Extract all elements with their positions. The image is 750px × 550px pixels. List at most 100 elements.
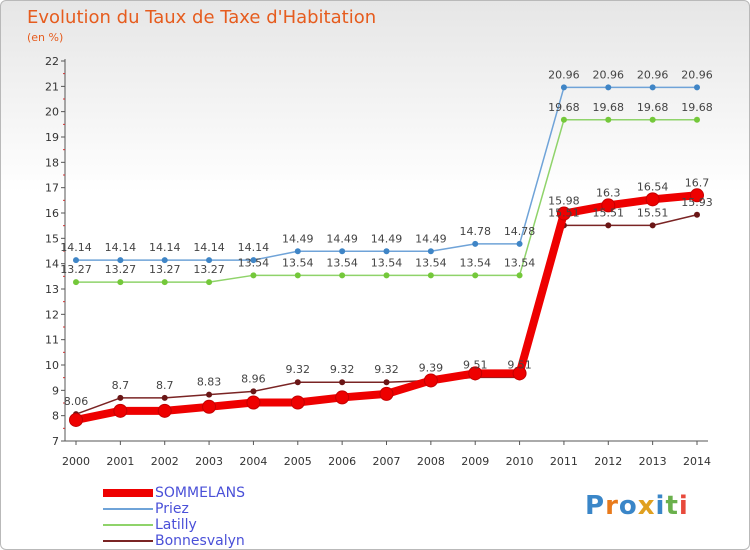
y-tick-label: 21 xyxy=(45,80,59,93)
data-point-priez xyxy=(649,84,656,91)
legend-label-priez: Priez xyxy=(155,501,189,517)
data-label-priez: 14.49 xyxy=(415,232,447,245)
data-label-priez: 14.14 xyxy=(238,241,270,254)
data-point-priez xyxy=(472,240,479,247)
data-label-sommelans: 16.54 xyxy=(637,180,669,193)
data-label-bonnesvalyn: 15.51 xyxy=(593,206,625,219)
data-point-priez xyxy=(250,257,257,264)
data-label-bonnesvalyn: 9.32 xyxy=(374,363,399,376)
y-tick-label: 12 xyxy=(45,308,59,321)
data-label-sommelans: 16.3 xyxy=(596,186,621,199)
x-tick-label: 2011 xyxy=(550,455,578,468)
series-layer xyxy=(69,84,704,427)
data-label-bonnesvalyn: 9.51 xyxy=(463,358,488,371)
data-point-sommelans xyxy=(512,366,527,381)
data-point-sommelans xyxy=(690,188,704,203)
y-tick-label: 15 xyxy=(45,232,59,245)
data-point-priez xyxy=(560,84,567,91)
data-label-bonnesvalyn: 8.96 xyxy=(241,372,266,385)
data-point-priez xyxy=(605,84,612,91)
y-tick-label: 22 xyxy=(45,55,59,68)
data-label-priez: 14.78 xyxy=(504,225,536,238)
data-point-latilly xyxy=(206,279,213,286)
y-tick-label: 14 xyxy=(45,258,59,271)
data-point-bonnesvalyn xyxy=(294,379,301,386)
data-point-latilly xyxy=(560,116,567,123)
data-point-sommelans xyxy=(556,206,571,221)
x-tick-label: 2007 xyxy=(373,455,401,468)
x-tick-label: 2000 xyxy=(62,455,90,468)
data-point-sommelans xyxy=(335,390,350,405)
data-label-latilly: 19.68 xyxy=(593,101,625,114)
y-tick-label: 18 xyxy=(45,156,59,169)
data-point-bonnesvalyn xyxy=(161,394,168,401)
y-tick-label: 13 xyxy=(45,283,59,296)
data-label-latilly: 19.68 xyxy=(548,101,580,114)
data-point-priez xyxy=(383,248,390,255)
data-point-latilly xyxy=(516,272,523,279)
legend-swatch-latilly xyxy=(103,524,153,526)
data-label-priez: 14.49 xyxy=(326,232,358,245)
data-label-bonnesvalyn: 15.93 xyxy=(681,196,713,209)
data-point-sommelans xyxy=(601,198,616,213)
data-point-sommelans xyxy=(202,399,217,414)
proxiti-logo: Proxiti xyxy=(585,491,689,521)
data-point-priez xyxy=(339,248,346,255)
data-point-latilly xyxy=(649,116,656,123)
data-point-sommelans xyxy=(423,373,438,388)
data-label-bonnesvalyn: 9.51 xyxy=(507,358,532,371)
data-point-priez xyxy=(694,84,700,91)
logo-letter: x xyxy=(637,491,656,521)
logo-letter: o xyxy=(618,491,638,521)
data-point-sommelans xyxy=(290,395,305,410)
data-label-priez: 14.14 xyxy=(193,241,225,254)
data-label-latilly: 13.54 xyxy=(238,256,270,269)
y-tick-label: 20 xyxy=(45,106,59,119)
x-tick-label: 2005 xyxy=(284,455,312,468)
data-point-latilly xyxy=(117,279,124,286)
data-label-latilly: 13.54 xyxy=(371,256,403,269)
data-point-sommelans xyxy=(468,366,483,381)
x-tick-label: 2006 xyxy=(328,455,356,468)
data-label-latilly: 13.54 xyxy=(504,256,536,269)
chart-subtitle: (en %) xyxy=(27,31,64,44)
data-label-bonnesvalyn: 8.06 xyxy=(64,395,89,408)
data-label-priez: 20.96 xyxy=(593,68,625,81)
x-tick-label: 2008 xyxy=(417,455,445,468)
data-point-latilly xyxy=(161,279,168,286)
data-label-latilly: 13.54 xyxy=(282,256,314,269)
data-point-bonnesvalyn xyxy=(206,391,213,398)
data-label-priez: 14.14 xyxy=(149,241,181,254)
y-tick-label: 16 xyxy=(45,207,59,220)
data-label-bonnesvalyn: 9.39 xyxy=(419,361,444,374)
data-point-bonnesvalyn xyxy=(117,394,124,401)
data-label-bonnesvalyn: 15.51 xyxy=(548,206,580,219)
x-tick-label: 2014 xyxy=(683,455,711,468)
data-point-bonnesvalyn xyxy=(339,379,346,386)
data-point-latilly xyxy=(339,272,346,279)
x-tick-label: 2002 xyxy=(151,455,179,468)
data-label-priez: 14.49 xyxy=(371,232,403,245)
legend-swatch-priez xyxy=(103,508,153,510)
y-tick-label: 17 xyxy=(45,182,59,195)
y-tick-label: 10 xyxy=(45,359,59,372)
data-label-priez: 20.96 xyxy=(637,68,669,81)
data-point-sommelans xyxy=(157,403,172,418)
data-point-latilly xyxy=(427,272,434,279)
data-point-bonnesvalyn xyxy=(605,222,612,229)
data-label-priez: 20.96 xyxy=(548,68,580,81)
y-tick-label: 9 xyxy=(52,384,59,397)
logo-letter: r xyxy=(605,491,619,521)
y-tick-label: 7 xyxy=(52,435,59,448)
data-label-bonnesvalyn: 8.7 xyxy=(112,379,130,392)
x-tick-label: 2009 xyxy=(461,455,489,468)
data-point-priez xyxy=(73,257,79,264)
data-point-priez xyxy=(206,257,213,264)
data-label-bonnesvalyn: 15.51 xyxy=(637,206,669,219)
data-point-latilly xyxy=(605,116,612,123)
data-point-bonnesvalyn xyxy=(649,222,656,229)
legend-label-bonnesvalyn: Bonnesvalyn xyxy=(155,533,245,549)
data-label-bonnesvalyn: 8.83 xyxy=(197,376,222,389)
